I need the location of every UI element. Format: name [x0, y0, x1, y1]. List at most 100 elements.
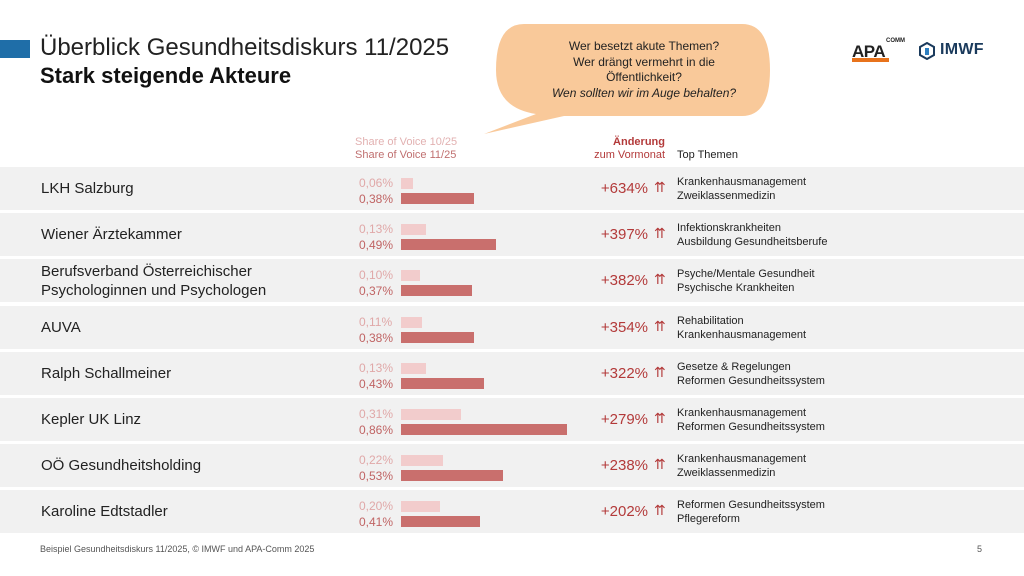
speech-bubble-text: Wer besetzt akute Themen? Wer drängt ver… [524, 39, 764, 101]
column-header-topics: Top Themen [677, 149, 738, 161]
callout-line-1: Wer besetzt akute Themen? [568, 39, 720, 53]
double-up-arrow-icon: ⇈ [654, 271, 666, 288]
page-title: Überblick Gesundheitsdiskurs 11/2025 [40, 34, 450, 61]
curr-value-label: 0,38% [359, 330, 394, 345]
top-topics: Krankenhausmanagement Reformen Gesundheit… [677, 406, 825, 434]
topic-item: Reformen Gesundheitssystem [677, 421, 825, 433]
apa-comm-logo: APA COMM [850, 38, 910, 64]
prev-bar [401, 316, 423, 328]
prev-bar [401, 178, 413, 189]
actor-name: Karoline Edtstadler [41, 503, 168, 521]
topic-item: Krankenhausmanagement [677, 407, 807, 419]
change-value: +354% [600, 318, 648, 336]
prev-bar [401, 501, 440, 513]
double-up-arrow-icon: ⇈ [654, 317, 666, 334]
change-value: +382% [600, 272, 648, 290]
speech-bubble: Wer besetzt akute Themen? Wer drängt ver… [484, 20, 772, 134]
table-row: Kepler UK Linz 0,31% 0,86% +279% ⇈ Krankenhau… [0, 398, 1024, 441]
change-value: +322% [600, 364, 648, 382]
actor-name: LKH Salzburg [41, 180, 134, 197]
apa-logo-stripe [852, 58, 889, 62]
table-row: OÖ Gesundheitsholding 0,22% 0,53% +238% ⇈ Kra… [0, 444, 1024, 488]
top-topics: Rehabilitation Krankenhausmanagement [677, 314, 806, 342]
prev-bar [401, 362, 427, 374]
curr-value-label: 0,41% [359, 515, 394, 530]
topic-item: Krankenhausmanagement [677, 328, 807, 341]
topic-item: Krankenhausmanagement [677, 453, 807, 466]
page-number: 5 [977, 544, 983, 554]
topic-item: Reformen Gesundheitssystem [677, 374, 825, 387]
topic-item: Gesetze & Regelungen [677, 360, 791, 373]
callout-line-3: Öffentlichkeit? [606, 70, 682, 84]
double-up-arrow-icon: ⇈ [654, 502, 666, 519]
change-value: +397% [600, 226, 648, 244]
top-topics: Gesetze & Regelungen Reformen Gesundheits… [677, 360, 825, 388]
prev-value-label: 0,10% [359, 268, 394, 283]
table-row: AUVA 0,11% 0,38% +354% ⇈ Rehabilitation Kranke… [0, 305, 1024, 349]
change-value: +634% [600, 180, 648, 197]
prev-value-label: 0,13% [359, 222, 394, 237]
prev-value-label: 0,31% [359, 407, 394, 421]
table-row: Berufsverband Österreichischer Psychologi… [0, 259, 1024, 303]
legend-sov-curr: Share of Voice 11/25 [355, 149, 457, 161]
actor-name: Kepler UK Linz [41, 411, 142, 428]
topic-item: Ausbildung Gesundheitsberufe [677, 236, 828, 249]
curr-value-label: 0,49% [359, 238, 394, 253]
topic-item: Pflegereform [677, 513, 740, 526]
top-topics: Psyche/Mentale Gesundheit Psychische Kran… [677, 267, 815, 295]
curr-bar [401, 285, 473, 297]
double-up-arrow-icon: ⇈ [654, 410, 666, 426]
imwf-logo-text: IMWF [940, 41, 984, 58]
top-topics: Krankenhausmanagement Zweiklassenmedizin [677, 175, 806, 203]
speech-bubble-shape [484, 24, 770, 134]
change-value: +238% [600, 457, 648, 475]
change-value: +202% [600, 503, 648, 521]
table-row: Wiener Ärztekammer 0,13% 0,49% +397% ⇈ Infekt… [0, 213, 1024, 257]
actor-name: Ralph Schallmeiner [41, 364, 172, 382]
column-header-change-sub: zum Vormonat [594, 149, 665, 161]
footer-source: Beispiel Gesundheitsdiskurs 11/2025, © I… [40, 544, 315, 554]
topic-item: Zweiklassenmedizin [677, 467, 776, 480]
curr-value-label: 0,86% [359, 423, 394, 437]
imwf-logo: IMWF [918, 40, 990, 62]
prev-bar [401, 224, 427, 236]
topic-item: Krankenhausmanagement [677, 176, 807, 188]
topic-item: Infektionskrankheiten [677, 222, 781, 235]
prev-value-label: 0,11% [359, 314, 393, 329]
apa-logo-text: APA [852, 42, 886, 61]
curr-value-label: 0,53% [359, 469, 394, 484]
curr-value-label: 0,38% [359, 192, 394, 206]
curr-bar [401, 331, 475, 343]
curr-value-label: 0,43% [359, 376, 394, 391]
prev-value-label: 0,20% [359, 499, 394, 514]
double-up-arrow-icon: ⇈ [654, 363, 666, 380]
table-row: Ralph Schallmeiner 0,13% 0,43% +322% ⇈ Gesetz… [0, 351, 1024, 395]
curr-value-label: 0,37% [359, 284, 394, 299]
double-up-arrow-icon: ⇈ [654, 456, 666, 473]
actor-name: AUVA [41, 318, 81, 336]
prev-bar [401, 409, 461, 420]
prev-value-label: 0,06% [359, 176, 394, 190]
page-subtitle: Stark steigende Akteure [40, 63, 292, 88]
top-topics: Reformen Gesundheitssystem Pflegereform [677, 498, 825, 526]
actor-name-line-2: Psychologinnen und Psychologen [41, 282, 267, 300]
double-up-arrow-icon: ⇈ [654, 225, 666, 242]
curr-bar [401, 193, 475, 204]
actor-name: Wiener Ärztekammer [41, 226, 182, 244]
callout-line-2: Wer drängt vermehrt in die [573, 54, 715, 69]
change-value: +279% [600, 411, 648, 428]
table-row: Karoline Edtstadler 0,20% 0,41% +202% ⇈ Refor… [0, 490, 1024, 534]
table-row: LKH Salzburg 0,06% 0,38% +634% ⇈ Krankenhausm… [0, 167, 1024, 210]
curr-bar [401, 424, 567, 435]
curr-bar [401, 377, 484, 389]
apa-logo-sup: COMM [886, 38, 905, 44]
top-topics: Infektionskrankheiten Ausbildung Gesundhe… [677, 221, 827, 249]
curr-bar [401, 470, 504, 482]
callout-line-4: Wen sollten wir im Auge behalten? [551, 85, 737, 100]
topic-item: Psychische Krankheiten [677, 282, 795, 295]
imwf-logo-icon [919, 42, 935, 60]
curr-bar [401, 516, 481, 528]
topic-item: Zweiklassenmedizin [677, 190, 776, 202]
curr-bar [401, 239, 496, 251]
topic-item: Reformen Gesundheitssystem [677, 499, 825, 512]
